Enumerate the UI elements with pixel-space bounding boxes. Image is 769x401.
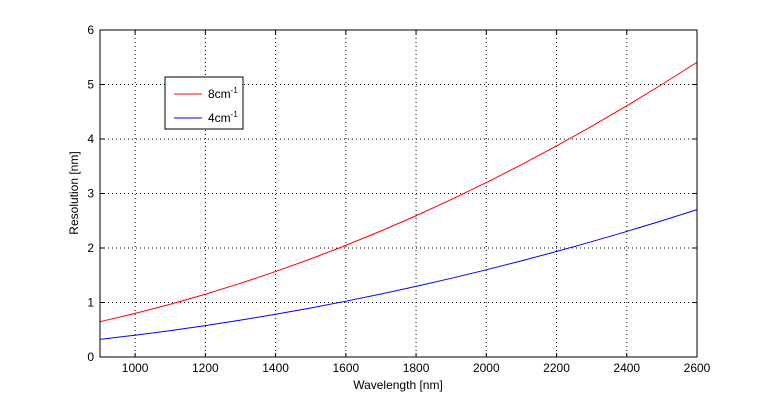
series-lines [99,61,698,340]
legend-label-1: 4cm-1 [208,110,238,125]
legend-label-superscript: -1 [231,86,239,95]
axis-ticks: 1000 1200 1400 1600 1800 2000 2200 2400 2600 0 1 2 3… [87,23,710,375]
x-tick-label: 1600 [332,361,359,375]
y-tick-label: 1 [87,296,94,310]
x-tick-label: 1200 [192,361,219,375]
legend-label-superscript: -1 [231,110,239,119]
y-tick-label: 3 [87,187,94,201]
x-tick-label: 2200 [543,361,570,375]
y-tick-label: 6 [87,23,94,37]
x-tick-label: 2000 [473,361,500,375]
legend-label-text: 8cm [208,87,231,101]
series-line-0 [99,61,698,323]
x-tick-label: 1800 [403,361,430,375]
x-tick-label: 2600 [684,361,711,375]
y-axis-label: Resolution [nm] [67,151,81,234]
legend-box [164,76,244,130]
legend-label-0: 8cm-1 [208,86,238,101]
series-line-1 [99,209,698,340]
legend-label-text: 4cm [208,111,231,125]
y-tick-label: 4 [87,132,94,146]
y-tick-label: 0 [87,350,94,364]
y-tick-label: 5 [87,78,94,92]
grid-lines [100,30,697,357]
x-tick-label: 2400 [613,361,640,375]
x-tick-label: 1000 [122,361,149,375]
x-axis-label: Wavelength [nm] [353,378,443,392]
x-tick-label: 1400 [262,361,289,375]
y-tick-label: 2 [87,241,94,255]
